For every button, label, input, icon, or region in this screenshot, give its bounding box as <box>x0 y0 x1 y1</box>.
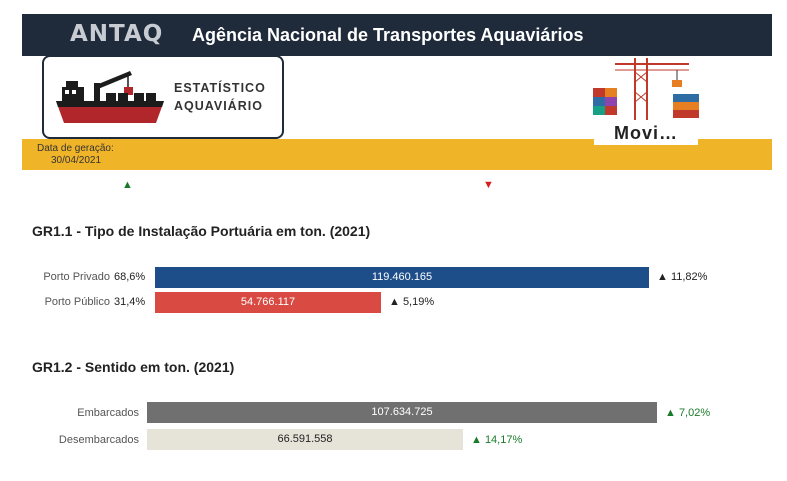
down-indicator-icon: ▼ <box>483 179 494 191</box>
ship-icon <box>56 71 164 123</box>
logo-title-line2: Aquaviário <box>174 99 263 113</box>
chart1-change-label: ▲ 5,19% <box>389 296 435 308</box>
generation-date: 30/04/2021 <box>51 155 102 166</box>
port-cranes-icon <box>593 58 699 120</box>
chart1-category-label: Porto Público <box>44 296 110 308</box>
chart1-title: GR1.1 - Tipo de Instalação Portuária em … <box>32 223 371 239</box>
chart1-bar-value: 54.766.117 <box>240 296 296 308</box>
chart2-change-label: ▲ 14,17% <box>471 434 523 446</box>
agency-name: Agência Nacional de Transportes Aquaviár… <box>192 25 584 45</box>
chart2-bar-embarcados <box>147 402 657 423</box>
logo-title-line1: Estatístico <box>174 81 266 95</box>
chart2-bar-value: 107.634.725 <box>371 406 433 418</box>
header-bar: ANTAQ Agência Nacional de Transportes Aq… <box>22 14 772 56</box>
estatistico-aquaviario-logo[interactable]: Estatístico Aquaviário <box>42 55 284 139</box>
movimentacao-button[interactable]: Movi… <box>594 121 698 145</box>
chart1-bar-value: 119.460.165 <box>371 271 433 283</box>
generation-date-label: Data de geração: <box>37 143 114 154</box>
chart1-share-label: 68,6% <box>114 271 146 283</box>
chart2-change-label: ▲ 7,02% <box>665 407 711 419</box>
chart1-bar-porto-publico <box>155 292 381 313</box>
chart2-bar-value: 66.591.558 <box>277 433 333 445</box>
up-indicator-icon: ▲ <box>122 179 133 191</box>
chart2-title: GR1.2 - Sentido em ton. (2021) <box>32 359 235 375</box>
chart2-category-label: Embarcados <box>77 407 139 419</box>
chart1-category-label: Porto Privado <box>43 271 110 283</box>
chart1-change-label: ▲ 11,82% <box>657 271 708 283</box>
antaq-logo: ANTAQ <box>70 21 164 47</box>
chart1-bar-porto-privado <box>155 267 649 288</box>
chart2-category-label: Desembarcados <box>58 434 139 446</box>
chart2-bar-desembarcados <box>147 429 463 450</box>
chart1-share-label: 31,4% <box>114 296 146 308</box>
logo-title: Estatístico Aquaviário <box>174 79 266 115</box>
